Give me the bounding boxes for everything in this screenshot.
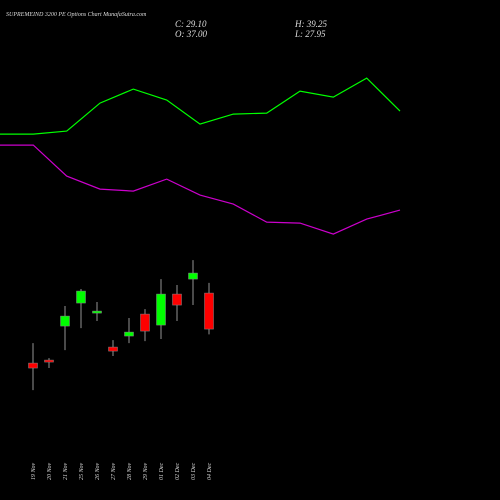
low-label: L: 27.95 [294, 29, 326, 39]
candle-body [92, 310, 102, 314]
x-tick-label: 26 Nov [95, 462, 101, 480]
high-label: H: 39.25 [294, 19, 327, 29]
candle-body [204, 292, 214, 330]
indicator-line [0, 144, 401, 235]
chart-title: SUPREMEIND 3200 PE Options Chart MunafaS… [6, 11, 147, 18]
candle-body [140, 313, 150, 332]
indicator-line [0, 77, 401, 135]
candle-body [76, 290, 86, 304]
x-tick-label: 28 Nov [127, 462, 133, 480]
close-label: C: 29.10 [175, 19, 207, 29]
candle-body [124, 331, 134, 337]
x-tick-label: 20 Nov [47, 462, 53, 480]
x-tick-label: 25 Nov [79, 462, 85, 480]
x-tick-label: 03 Dec [191, 463, 197, 480]
candle-body [188, 272, 198, 280]
x-tick-label: 29 Nov [143, 462, 149, 480]
x-tick-label: 21 Nov [63, 462, 69, 480]
candle-body [60, 315, 70, 327]
candle-body [156, 293, 166, 326]
candle-body [172, 293, 182, 306]
x-tick-label: 19 Nov [31, 462, 37, 480]
open-label: O: 37.00 [175, 29, 207, 39]
x-tick-label: 02 Dec [175, 463, 181, 480]
x-tick-label: 27 Nov [111, 462, 117, 480]
x-tick-label: 04 Dec [206, 463, 213, 480]
x-tick-label: 01 Dec [159, 463, 165, 480]
candle-body [108, 346, 118, 352]
candle-body [44, 359, 54, 363]
candle-body [28, 362, 38, 369]
